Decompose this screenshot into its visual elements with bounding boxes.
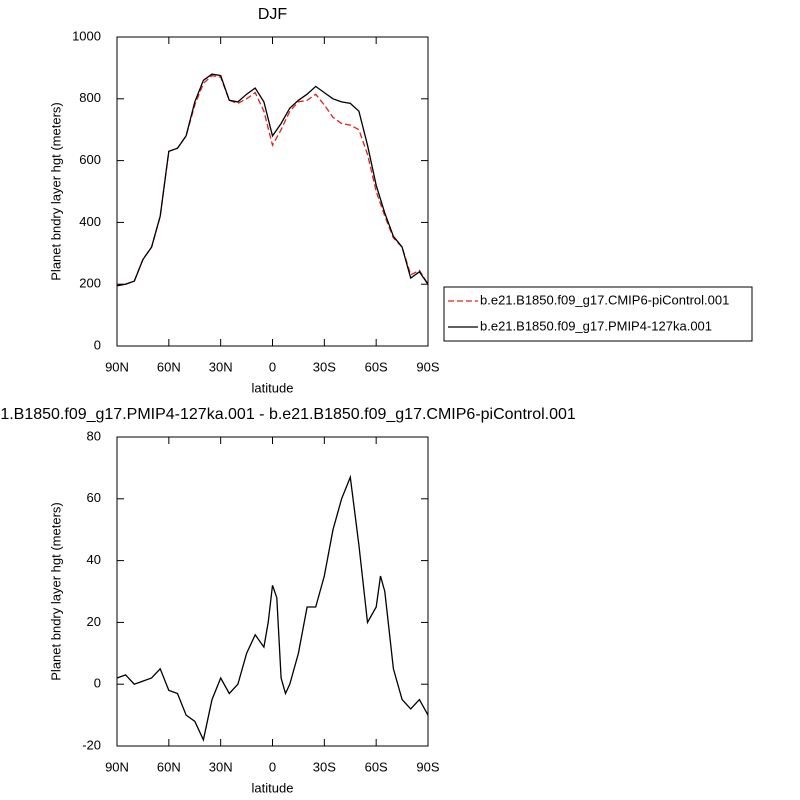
x-tick-label: 90S (416, 359, 439, 374)
y-axis-label: Planet bndry layer hgt (meters) (48, 502, 63, 680)
chart-title: b.e21.B1850.f09_g17.PMIP4-127ka.001 - b.… (0, 406, 576, 423)
x-tick-label: 90S (416, 759, 439, 774)
y-tick-label: 1000 (72, 28, 101, 43)
y-tick-label: 400 (79, 214, 101, 229)
y-tick-label: 20 (87, 614, 101, 629)
series-line (116, 73, 429, 287)
plot-frame (116, 436, 429, 747)
y-tick-label: 60 (87, 490, 101, 505)
y-tick-label: 0 (94, 676, 101, 691)
x-tick-label: 60N (157, 359, 181, 374)
y-tick-label: 0 (94, 337, 101, 352)
x-tick-label: 90N (105, 759, 129, 774)
legend-box (443, 286, 753, 342)
x-tick-label: 90N (105, 359, 129, 374)
x-axis-label: latitude (252, 380, 294, 395)
x-tick-label: 30S (313, 759, 336, 774)
y-tick-label: 40 (87, 552, 101, 567)
x-tick-label: 0 (269, 359, 276, 374)
y-axis-label: Planet bndry layer hgt (meters) (48, 102, 63, 280)
y-tick-label: 80 (87, 428, 101, 443)
x-tick-label: 60S (365, 359, 388, 374)
x-tick-label: 30N (209, 359, 233, 374)
y-tick-label: 600 (79, 152, 101, 167)
x-tick-label: 60N (157, 759, 181, 774)
x-tick-label: 30S (313, 359, 336, 374)
series-line (116, 474, 429, 742)
legend-label: b.e21.B1850.f09_g17.CMIP6-piControl.001 (480, 292, 729, 307)
y-tick-label: 800 (79, 90, 101, 105)
x-tick-label: 60S (365, 759, 388, 774)
x-axis-label: latitude (252, 780, 294, 795)
x-tick-label: 0 (269, 759, 276, 774)
y-tick-label: 200 (79, 276, 101, 291)
series-line (116, 74, 429, 287)
y-tick-label: -20 (82, 737, 101, 752)
x-tick-label: 30N (209, 759, 233, 774)
legend-label: b.e21.B1850.f09_g17.PMIP4-127ka.001 (480, 318, 712, 333)
chart-title: DJF (258, 6, 288, 23)
